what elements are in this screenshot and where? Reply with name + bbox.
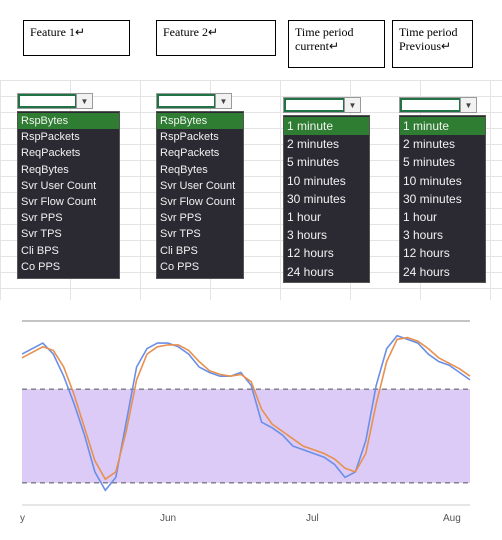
feature2-field[interactable]	[157, 94, 216, 108]
time-current-dropdown: 1 minute 2 minutes 5 minutes 10 minutes 30 m…	[283, 115, 370, 283]
time-current-option[interactable]: 5 minutes	[287, 155, 340, 170]
feature1-option[interactable]: ReqBytes	[21, 163, 69, 176]
time-previous-option[interactable]: 30 minutes	[403, 191, 462, 206]
feature2-option[interactable]: Cli BPS	[160, 244, 198, 257]
feature2-option[interactable]: Svr TPS	[160, 228, 201, 241]
feature2-option[interactable]: Svr PPS	[160, 212, 202, 225]
series-line-2	[21, 336, 471, 481]
feature1-option[interactable]: RspPackets	[21, 131, 80, 144]
threshold-band	[22, 389, 470, 483]
x-tick-label: Aug	[443, 513, 461, 524]
feature1-option[interactable]: Co PPS	[21, 260, 61, 273]
feature1-field[interactable]	[18, 94, 77, 108]
chevron-down-icon[interactable]: ▼	[76, 94, 92, 108]
time-previous-option[interactable]: 3 hours	[403, 228, 444, 243]
feature1-option[interactable]: Svr User Count	[21, 179, 97, 192]
time-current-combobox[interactable]: ▼	[283, 97, 361, 113]
x-tick-label: Jun	[160, 513, 176, 524]
feature1-option[interactable]: Svr TPS	[21, 228, 62, 241]
time-current-option[interactable]: 30 minutes	[287, 191, 346, 206]
feature2-option[interactable]: ReqBytes	[160, 163, 208, 176]
time-previous-option[interactable]: 2 minutes	[403, 137, 456, 152]
feature1-dropdown: RspBytes RspPackets ReqPackets ReqBytes Svr …	[17, 111, 120, 279]
feature2-option[interactable]: ReqPackets	[160, 147, 220, 160]
chevron-down-icon[interactable]: ▼	[344, 98, 360, 112]
feature1-label: Feature 1↵	[23, 20, 130, 56]
time-previous-option[interactable]: 12 hours	[403, 246, 450, 261]
time-current-option[interactable]: 12 hours	[287, 246, 334, 261]
time-previous-option[interactable]: 5 minutes	[403, 155, 456, 170]
time-period-previous-label: Time period Previous↵	[392, 20, 473, 68]
time-current-option[interactable]: 1 hour	[287, 209, 322, 224]
time-current-option[interactable]: 24 hours	[287, 264, 334, 279]
feature2-dropdown: RspBytes RspPackets ReqPackets ReqBytes Svr …	[156, 111, 244, 279]
time-current-option[interactable]: 10 minutes	[287, 173, 346, 188]
time-period-current-label: Time period current↵	[288, 20, 385, 68]
time-previous-option[interactable]: 10 minutes	[403, 173, 462, 188]
feature1-option[interactable]: Cli BPS	[21, 244, 59, 257]
feature1-option[interactable]: Svr Flow Count	[21, 195, 97, 208]
feature2-combobox[interactable]: ▼	[156, 93, 232, 109]
x-tick-label: y	[20, 513, 25, 524]
feature1-combobox[interactable]: ▼	[17, 93, 93, 109]
time-previous-combobox[interactable]: ▼	[399, 97, 477, 113]
feature1-option[interactable]: RspBytes	[18, 113, 119, 130]
time-previous-field[interactable]	[400, 98, 461, 112]
feature2-label: Feature 2↵	[156, 20, 276, 56]
time-current-field[interactable]	[284, 98, 345, 112]
feature2-option[interactable]: RspPackets	[160, 131, 219, 144]
feature2-option[interactable]: Svr Flow Count	[160, 195, 236, 208]
time-current-option[interactable]: 1 minute	[284, 117, 369, 136]
time-current-option[interactable]: 3 hours	[287, 228, 328, 243]
x-tick-label: Jul	[306, 513, 319, 524]
time-previous-dropdown: 1 minute 2 minutes 5 minutes 10 minutes 30 m…	[399, 115, 486, 283]
feature2-option[interactable]: RspBytes	[157, 113, 243, 130]
line-chart: y Jun Jul Aug	[20, 320, 471, 524]
feature1-option[interactable]: Svr PPS	[21, 212, 63, 225]
time-previous-option[interactable]: 1 minute	[400, 117, 485, 136]
time-current-option[interactable]: 2 minutes	[287, 137, 340, 152]
feature2-option[interactable]: Svr User Count	[160, 179, 236, 192]
chevron-down-icon[interactable]: ▼	[215, 94, 231, 108]
chevron-down-icon[interactable]: ▼	[460, 98, 476, 112]
feature1-option[interactable]: ReqPackets	[21, 147, 81, 160]
time-previous-option[interactable]: 1 hour	[403, 209, 438, 224]
time-previous-option[interactable]: 24 hours	[403, 264, 450, 279]
feature2-option[interactable]: Co PPS	[160, 260, 200, 273]
